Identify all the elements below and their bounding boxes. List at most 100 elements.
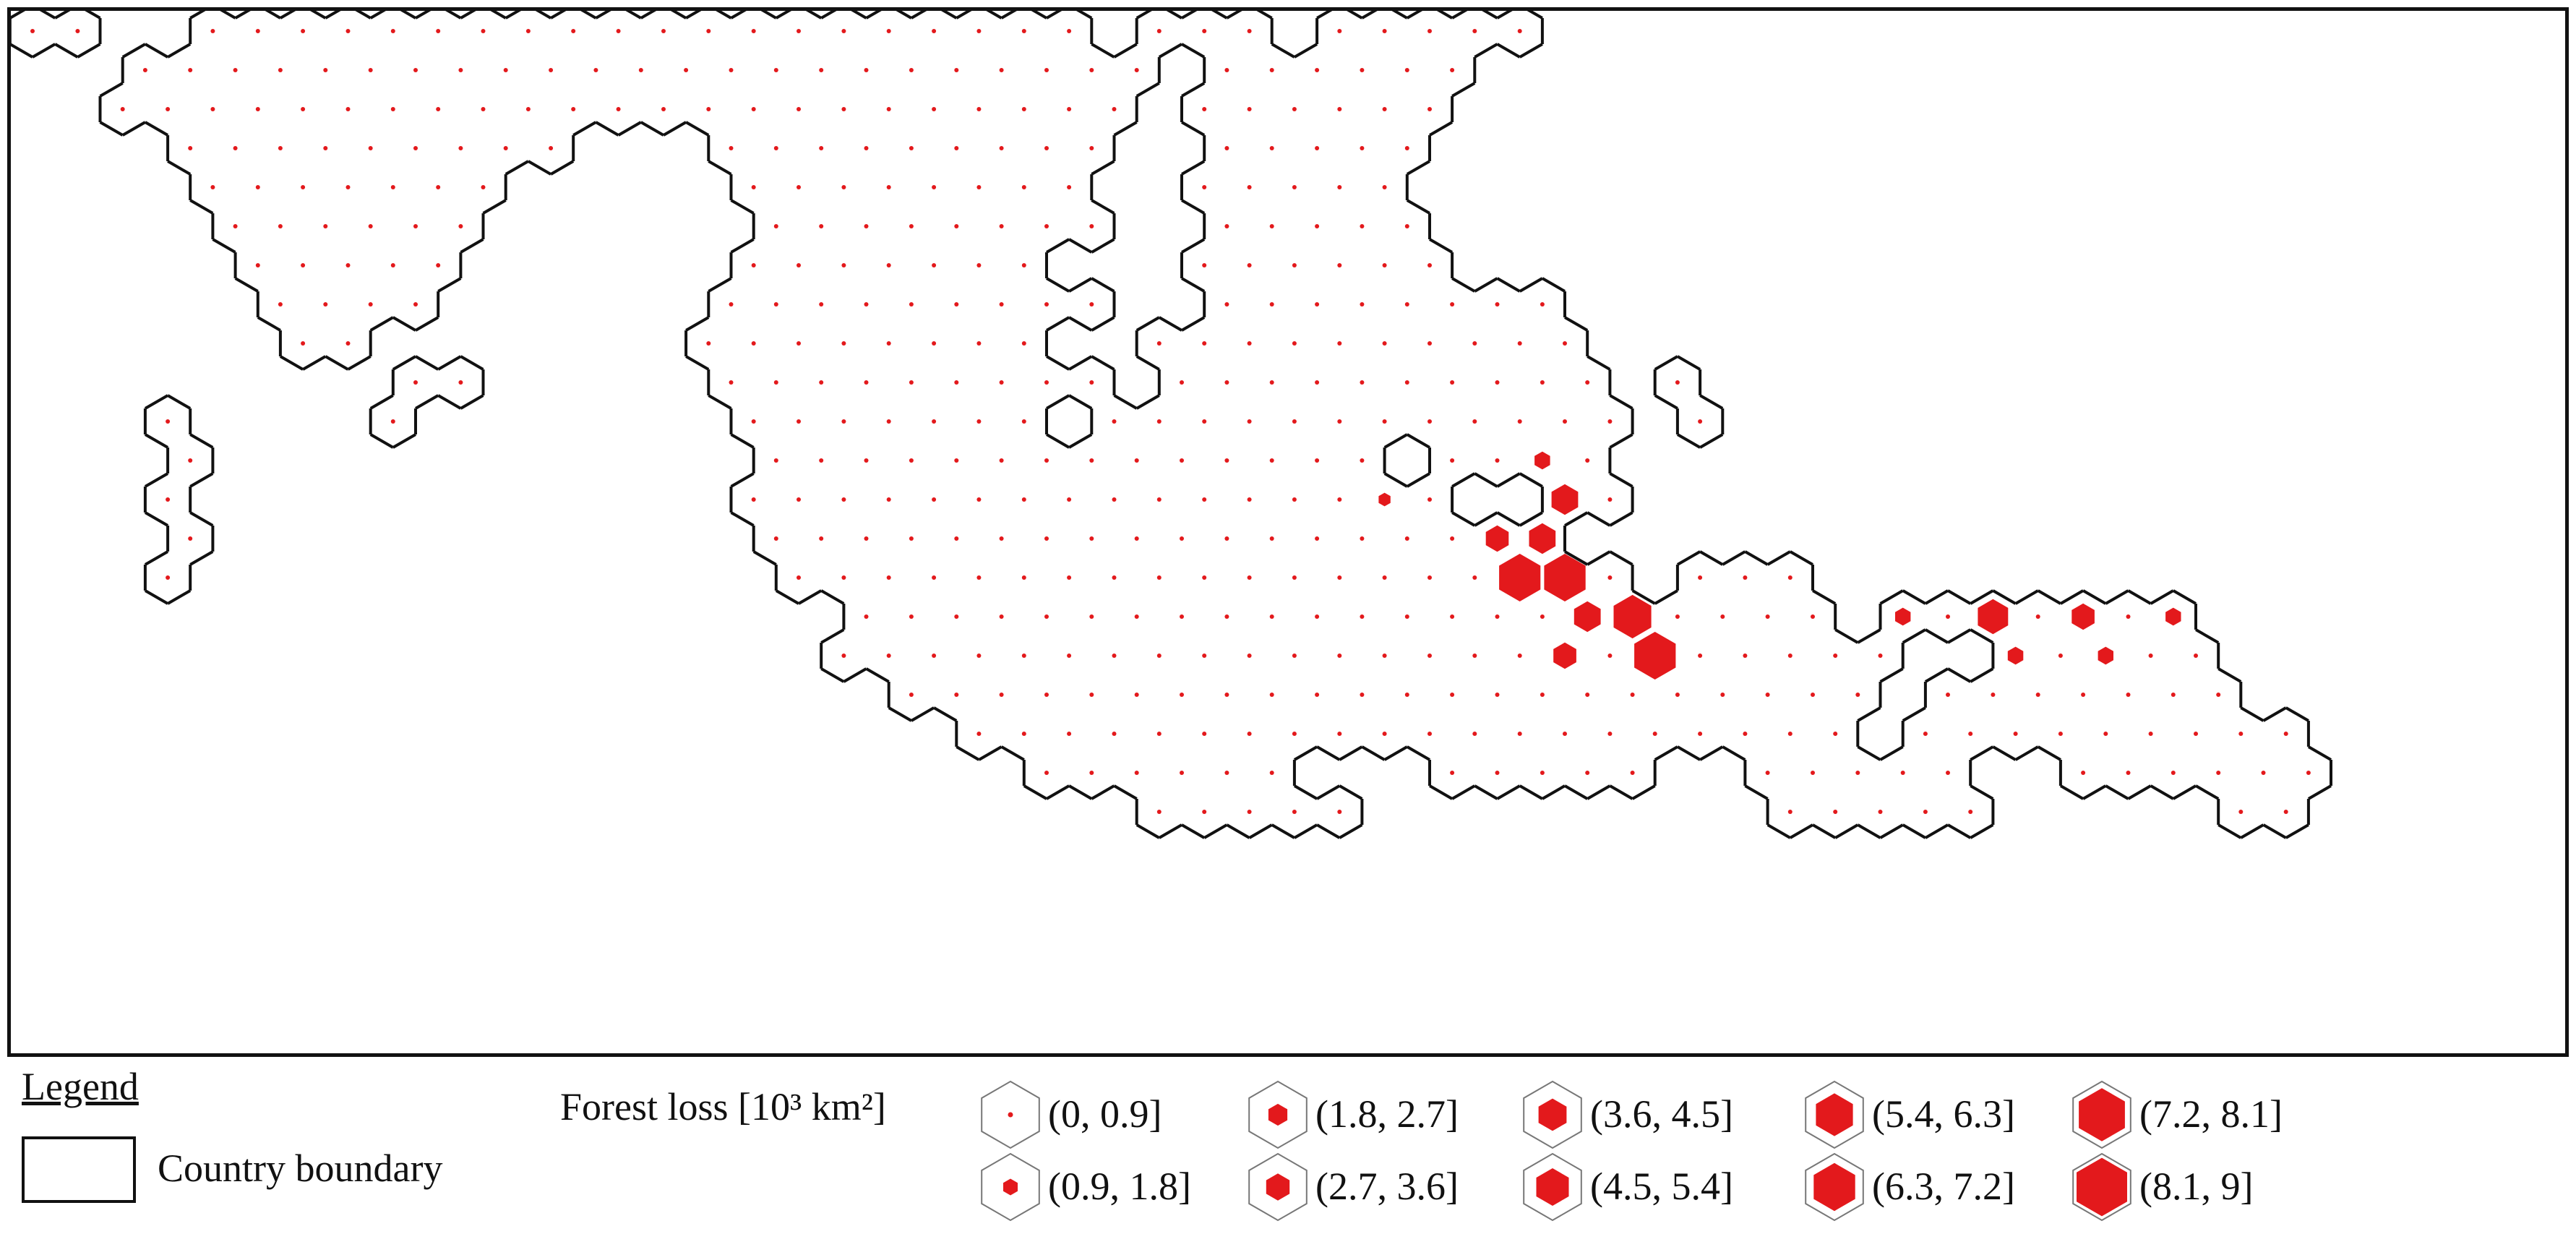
- forest-loss-cell: [1269, 68, 1274, 72]
- forest-loss-cell: [1247, 575, 1252, 580]
- forest-loss-cell: [1089, 380, 1094, 385]
- forest-loss-cell: [2007, 646, 2024, 665]
- forest-loss-cell: [1855, 693, 1860, 697]
- forest-loss-cell: [1224, 224, 1229, 228]
- forest-loss-cell: [1134, 614, 1139, 619]
- forest-loss-cell: [886, 107, 891, 111]
- forest-loss-cell: [1540, 380, 1545, 385]
- forest-loss-cell: [1540, 693, 1545, 697]
- forest-loss-cell: [233, 146, 238, 150]
- forest-loss-cell: [1472, 419, 1477, 424]
- forest-loss-cell: [2148, 732, 2153, 736]
- forest-loss-cell: [886, 29, 891, 33]
- legend-class-label: (1.8, 2.7]: [1315, 1092, 1459, 1136]
- forest-loss-cell: [841, 419, 846, 424]
- forest-loss-cell: [751, 185, 756, 189]
- forest-loss-cell: [1134, 536, 1139, 541]
- forest-loss-cell: [1044, 536, 1049, 541]
- forest-loss-cell: [210, 185, 215, 189]
- forest-loss-cell: [729, 380, 734, 385]
- legend-class-2: (0.9, 1.8]: [977, 1151, 1281, 1223]
- forest-loss-cell: [1675, 380, 1680, 385]
- forest-loss-cell: [1427, 497, 1432, 502]
- forest-loss-cell: [932, 497, 937, 502]
- forest-loss-cell: [1156, 29, 1162, 33]
- forest-loss-cell: [1382, 107, 1387, 111]
- forest-loss-cell: [1495, 614, 1500, 619]
- forest-loss-cell: [841, 29, 846, 33]
- forest-loss-cell: [1337, 341, 1342, 346]
- forest-loss-cell: [1743, 575, 1748, 580]
- forest-loss-cell: [1044, 146, 1049, 150]
- forest-loss-cell: [1247, 263, 1252, 267]
- forest-loss-cell: [1811, 614, 1815, 619]
- forest-loss-cell: [1360, 68, 1365, 72]
- forest-loss-cell: [1180, 536, 1184, 541]
- forest-loss-cell: [932, 575, 937, 580]
- forest-loss-cell: [255, 185, 260, 189]
- forest-loss-cell: [1360, 302, 1365, 307]
- forest-loss-cell: [1292, 575, 1297, 580]
- forest-loss-cell: [1224, 771, 1229, 775]
- forest-loss-cell: [1472, 654, 1477, 658]
- forest-loss-cell: [1787, 732, 1793, 736]
- forest-loss-cell: [797, 107, 801, 111]
- forest-loss-cell: [1946, 614, 1950, 619]
- forest-loss-cell: [864, 536, 869, 541]
- forest-loss-cell: [1247, 29, 1252, 33]
- forest-loss-cell: [1720, 614, 1725, 619]
- forest-loss-cell: [841, 107, 846, 111]
- forest-loss-cell: [999, 380, 1004, 385]
- forest-loss-cell: [1544, 554, 1586, 601]
- forest-loss-cell: [999, 614, 1004, 619]
- forest-loss-cell: [390, 263, 395, 267]
- forest-loss-cell: [909, 302, 914, 307]
- forest-loss-cell: [2126, 614, 2131, 619]
- forest-loss-cell: [1968, 810, 1973, 814]
- forest-loss-cell: [1134, 771, 1139, 775]
- forest-loss-cell: [1855, 771, 1860, 775]
- forest-loss-cell: [1607, 575, 1613, 580]
- forest-loss-cell: [1067, 575, 1072, 580]
- forest-loss-cell: [301, 107, 306, 111]
- forest-loss-cell: [1427, 29, 1432, 33]
- forest-loss-cell: [1337, 654, 1342, 658]
- legend-hex-icon: [1523, 1080, 1582, 1149]
- forest-loss-cell: [1067, 732, 1072, 736]
- country-boundaries: [11, 11, 2332, 839]
- forest-loss-cell: [616, 107, 621, 111]
- forest-loss-cell: [886, 185, 891, 189]
- forest-loss-cell: [1787, 575, 1793, 580]
- forest-loss-cell: [390, 419, 395, 424]
- forest-loss-cell: [886, 497, 891, 502]
- forest-loss-cell: [2171, 693, 2176, 697]
- forest-loss-cell: [1529, 523, 1556, 554]
- legend-class-label: (4.5, 5.4]: [1590, 1165, 1733, 1208]
- forest-loss-cell: [301, 263, 306, 267]
- forest-loss-cell: [1337, 497, 1342, 502]
- forest-loss-cell: [188, 68, 193, 72]
- forest-loss-cell: [1765, 771, 1770, 775]
- forest-loss-cell: [999, 536, 1004, 541]
- legend-class-7: (5.4, 6.3]: [1801, 1079, 2105, 1151]
- forest-loss-cell: [999, 302, 1004, 307]
- forest-loss-cell: [1472, 29, 1477, 33]
- forest-loss-cell: [886, 341, 891, 346]
- forest-loss-cell: [1495, 380, 1500, 385]
- forest-loss-cell: [751, 419, 756, 424]
- forest-loss-cell: [278, 68, 283, 72]
- forest-loss-cell: [2081, 693, 2086, 697]
- forest-loss-cell: [1089, 224, 1094, 228]
- forest-loss-cell: [1991, 693, 1996, 697]
- forest-loss-cell: [1427, 654, 1432, 658]
- forest-loss-cell: [1360, 693, 1365, 697]
- forest-loss-cell: [1540, 302, 1545, 307]
- forest-loss-cell: [1563, 341, 1567, 346]
- forest-loss-cell: [1743, 654, 1748, 658]
- forest-loss-cell: [571, 107, 576, 111]
- forest-loss-cell: [1180, 614, 1184, 619]
- forest-loss-cell: [1878, 810, 1883, 814]
- forest-loss-cell: [909, 614, 914, 619]
- forest-loss-cell: [255, 263, 260, 267]
- forest-loss-cell: [1427, 107, 1432, 111]
